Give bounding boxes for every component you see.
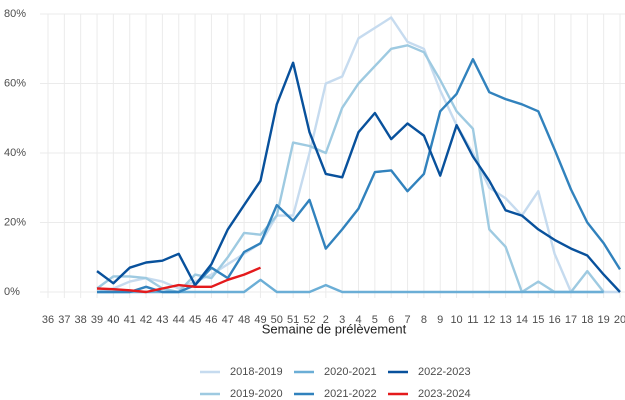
x-tick-label: 7: [404, 314, 410, 326]
x-tick-label: 5: [372, 314, 378, 326]
x-tick-label: 16: [549, 314, 561, 326]
x-tick-label: 9: [437, 314, 443, 326]
x-tick-label: 8: [421, 314, 427, 326]
x-tick-label: 12: [483, 314, 495, 326]
x-tick-label: 50: [271, 314, 283, 326]
y-tick-label: 20%: [4, 216, 26, 228]
x-axis-label: Semaine de prélèvement: [262, 321, 407, 336]
legend-label: 2020-2021: [324, 366, 377, 378]
x-tick-label: 17: [565, 314, 577, 326]
x-tick-label: 10: [450, 314, 462, 326]
legend-label: 2018-2019: [230, 366, 283, 378]
x-tick-label: 40: [107, 314, 119, 326]
x-tick-label: 42: [140, 314, 152, 326]
x-tick-label: 38: [75, 314, 87, 326]
y-tick-label: 60%: [4, 77, 26, 89]
x-tick-label: 41: [124, 314, 136, 326]
x-tick-label: 4: [355, 314, 361, 326]
x-tick-label: 46: [205, 314, 217, 326]
x-tick-label: 2: [323, 314, 329, 326]
x-tick-label: 52: [303, 314, 315, 326]
x-tick-label: 6: [388, 314, 394, 326]
x-tick-label: 11: [467, 314, 478, 326]
series-line: [96, 266, 261, 294]
y-tick-label: 0%: [4, 286, 20, 298]
series-line: [96, 44, 605, 294]
x-tick-label: 37: [58, 314, 70, 326]
legend-label: 2019-2020: [230, 388, 283, 400]
x-tick-label: 51: [287, 314, 299, 326]
x-tick-label: 3: [339, 314, 345, 326]
legend-label: 2023-2024: [418, 388, 471, 400]
x-tick-label: 45: [189, 314, 201, 326]
x-tick-label: 14: [516, 314, 528, 326]
x-tick-label: 20: [614, 314, 625, 326]
x-tick-label: 39: [91, 314, 103, 326]
x-tick-label: 19: [598, 314, 610, 326]
x-tick-label: 18: [581, 314, 593, 326]
legend-label: 2022-2023: [418, 366, 471, 378]
x-tick-label: 44: [173, 314, 185, 326]
series-line: [96, 61, 621, 293]
series-line: [97, 58, 622, 294]
x-tick-label: 48: [238, 314, 250, 326]
x-tick-label: 36: [42, 314, 54, 326]
x-tick-label: 13: [499, 314, 511, 326]
x-tick-label: 15: [532, 314, 544, 326]
x-tick-label: 49: [254, 314, 266, 326]
y-tick-label: 40%: [4, 147, 26, 159]
x-tick-label: 47: [222, 314, 234, 326]
x-tick-label: 43: [156, 314, 168, 326]
legend-label: 2021-2022: [324, 388, 377, 400]
y-tick-label: 80%: [4, 8, 26, 20]
